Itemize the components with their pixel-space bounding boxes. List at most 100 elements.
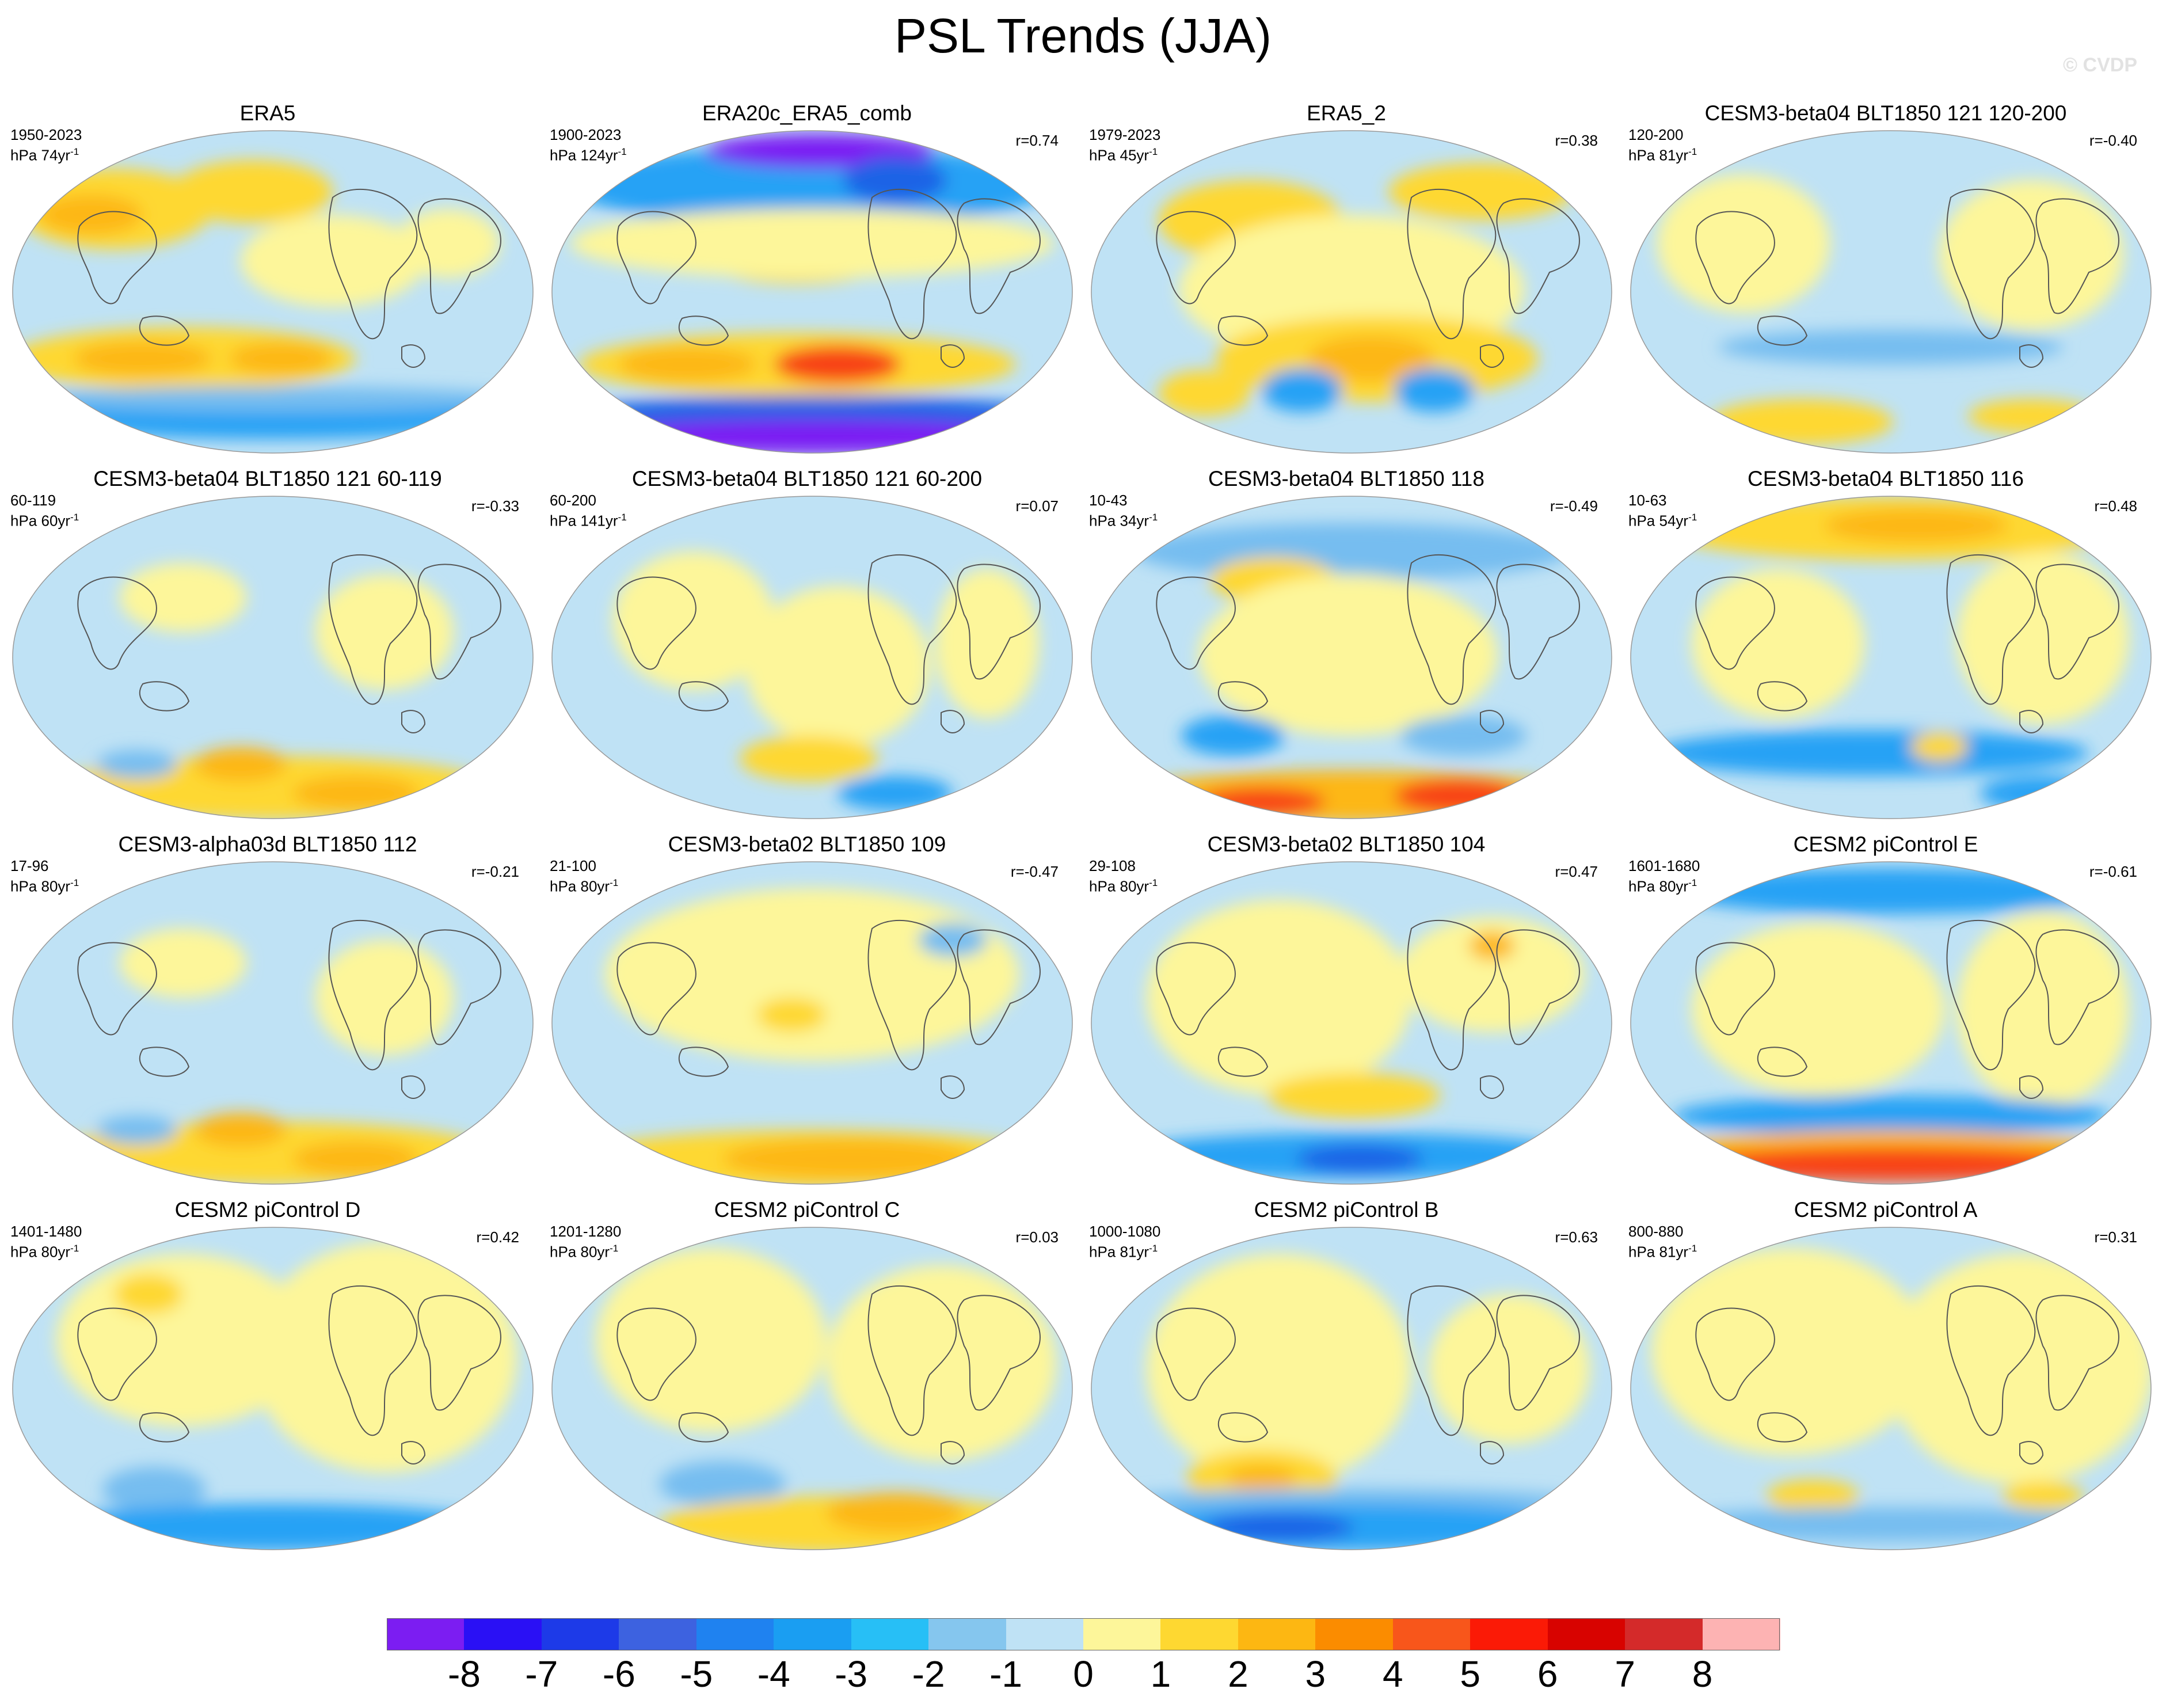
- trend-region: [1655, 1507, 2127, 1542]
- trend-region: [97, 750, 177, 779]
- trend-region: [1133, 523, 1570, 580]
- trend-region: [1204, 1513, 1354, 1542]
- trend-region: [229, 343, 333, 375]
- trend-region: [1296, 1144, 1423, 1173]
- coastline: [616, 942, 696, 1036]
- panel-units: hPa 74yr-1: [10, 146, 79, 164]
- trend-region: [1910, 733, 1968, 762]
- colorbar-tick-label: -7: [525, 1653, 558, 1695]
- colorbar-cell: [928, 1618, 1007, 1650]
- trend-region: [1684, 1147, 2098, 1182]
- coastline: [1496, 564, 1580, 680]
- coastline: [328, 189, 418, 340]
- trend-region: [1308, 336, 1434, 382]
- coastline: [328, 554, 418, 705]
- trend-region: [1939, 180, 2123, 330]
- coastline: [2035, 929, 2119, 1045]
- colorbar-cell: [1547, 1618, 1626, 1650]
- coastline: [1156, 576, 1236, 670]
- coastline: [1695, 211, 1775, 305]
- coastline: [1217, 1047, 1269, 1077]
- trend-map: [551, 130, 1073, 454]
- colorbar-cell: [1238, 1618, 1316, 1650]
- coastline: [328, 920, 418, 1071]
- map-panel: CESM3-beta04 BLT1850 121 60-119 60-119 hPa…: [0, 466, 535, 823]
- trend-region: [120, 563, 246, 632]
- trend-region: [396, 209, 500, 278]
- coastline: [1757, 1412, 1808, 1443]
- panel-correlation: r=-0.49: [1550, 497, 1598, 515]
- panel-units: hPa 80yr-1: [550, 877, 619, 895]
- coastline: [678, 1047, 729, 1077]
- panel-years: 1401-1480: [10, 1223, 82, 1240]
- colorbar-cell: [1315, 1618, 1394, 1650]
- colorbar-tick-label: -3: [835, 1653, 868, 1695]
- coastline: [2019, 1075, 2044, 1099]
- trend-region: [613, 551, 774, 690]
- coastline: [616, 576, 696, 670]
- trend-map: [12, 1227, 534, 1550]
- panel-title: CESM2 piControl C: [714, 1198, 900, 1222]
- colorbar-tick-label: 7: [1615, 1653, 1635, 1695]
- colorbar: [387, 1618, 1780, 1653]
- coastline: [1156, 1307, 1236, 1401]
- panel-years: 10-43: [1089, 492, 1128, 509]
- map-panel: CESM3-beta04 BLT1850 118 10-43 hPa 34yr-1 r…: [1079, 466, 1614, 823]
- panel-years: 17-96: [10, 857, 49, 874]
- trend-region: [1657, 174, 1830, 313]
- coastline: [867, 1285, 957, 1436]
- panel-correlation: r=-0.21: [471, 863, 519, 880]
- trend-region: [757, 998, 826, 1032]
- trend-region: [1158, 370, 1250, 416]
- panel-title: CESM3-beta04 BLT1850 121 60-200: [631, 467, 983, 490]
- coastline: [1407, 920, 1497, 1071]
- panel-correlation: r=0.31: [2094, 1228, 2137, 1246]
- trend-region: [1968, 399, 2095, 433]
- panel-correlation: r=0.63: [1555, 1228, 1598, 1246]
- trend-region: [315, 575, 454, 690]
- trend-region: [1980, 776, 2106, 811]
- trend-region: [1147, 1254, 1411, 1484]
- colorbar-tick-label: 5: [1460, 1653, 1481, 1695]
- trend-region: [102, 1467, 206, 1513]
- coastline: [417, 1295, 501, 1411]
- panel-years: 1201-1280: [550, 1223, 622, 1240]
- coastline: [139, 681, 190, 712]
- map-panel: ERA5_2 1979-2023 hPa 45yr-1 r=0.38: [1079, 101, 1614, 458]
- coastline: [616, 1307, 696, 1401]
- coastline: [1407, 189, 1497, 340]
- panel-units: hPa 34yr-1: [1089, 512, 1158, 530]
- coastline: [328, 1285, 418, 1436]
- trend-region: [1956, 551, 2129, 724]
- coastline: [867, 554, 957, 705]
- panel-units: hPa 60yr-1: [10, 512, 79, 530]
- trend-region: [774, 345, 901, 383]
- panel-correlation: r=0.03: [1015, 1228, 1059, 1246]
- coastline: [957, 198, 1041, 314]
- colorbar-tick-label: -4: [757, 1653, 790, 1695]
- trend-region: [745, 586, 930, 747]
- trend-region: [1692, 569, 1864, 718]
- panel-units: hPa 45yr-1: [1089, 146, 1158, 164]
- panel-years: 60-119: [10, 492, 56, 509]
- colorbar-tick-label: -8: [447, 1653, 481, 1695]
- colorbar-tick-label: 8: [1692, 1653, 1713, 1695]
- map-panel: CESM2 piControl E 1601-1680 hPa 80yr-1 r=-0…: [1618, 832, 2153, 1189]
- coastline: [678, 681, 729, 712]
- trend-region: [120, 929, 246, 998]
- coastline: [957, 564, 1041, 680]
- coastline: [77, 576, 157, 670]
- colorbar-tick-label: 2: [1228, 1653, 1248, 1695]
- colorbar-cell: [387, 1618, 465, 1650]
- trend-region: [97, 1116, 177, 1144]
- trend-region: [1262, 368, 1342, 412]
- trend-region: [1400, 716, 1527, 756]
- trend-region: [1824, 508, 2008, 543]
- coastline: [957, 1295, 1041, 1411]
- coastline: [867, 189, 957, 340]
- trend-region: [1227, 1466, 1296, 1491]
- panel-units: hPa 54yr-1: [1628, 512, 1697, 530]
- coastline: [417, 929, 501, 1045]
- trend-region: [172, 160, 333, 223]
- coastline: [139, 1412, 190, 1443]
